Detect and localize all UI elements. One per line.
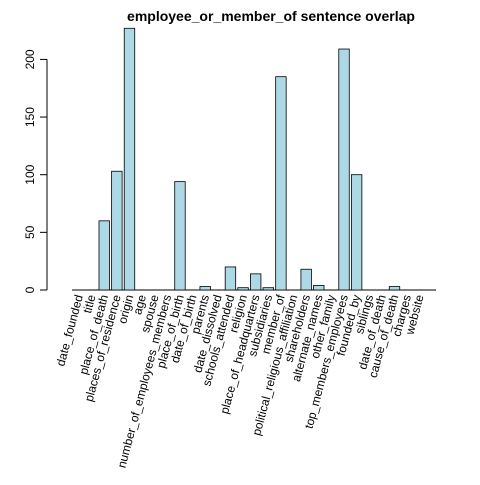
- bar-religion: [237, 287, 249, 291]
- bars: [98, 27, 401, 291]
- bar-member-of: [275, 76, 287, 291]
- bar-place-of-death: [98, 220, 110, 291]
- bar-subsidiaries: [262, 287, 274, 291]
- x-tick-label: title: [80, 293, 98, 315]
- y-tick-label: 0: [23, 286, 37, 293]
- y-tick-label: 150: [23, 107, 37, 127]
- bar-cause-of-death: [388, 286, 401, 291]
- bar-schools-attended: [224, 266, 237, 291]
- bar-parents: [199, 286, 211, 291]
- x-tick-label: age: [130, 293, 149, 316]
- x-axis-labels: date_foundedtitleplace_of_deathplaces_of…: [53, 293, 426, 470]
- bar-top-members-employees: [338, 48, 350, 291]
- y-tick-label: 200: [23, 49, 37, 69]
- bar-alternate-names: [313, 284, 325, 291]
- y-tick-label: 50: [23, 225, 37, 239]
- chart-title: employee_or_member_of sentence overlap: [127, 8, 415, 24]
- y-axis: 0 50 100 150 200: [23, 49, 48, 293]
- y-tick-label: 100: [23, 164, 37, 184]
- bar-shareholders: [300, 268, 312, 291]
- bar-founded-by: [350, 174, 363, 291]
- bar-origin: [123, 27, 136, 291]
- bar-place-of-birth: [174, 181, 186, 291]
- bar-places-of-residence: [111, 170, 123, 291]
- bar-place-of-headquarters: [250, 273, 262, 291]
